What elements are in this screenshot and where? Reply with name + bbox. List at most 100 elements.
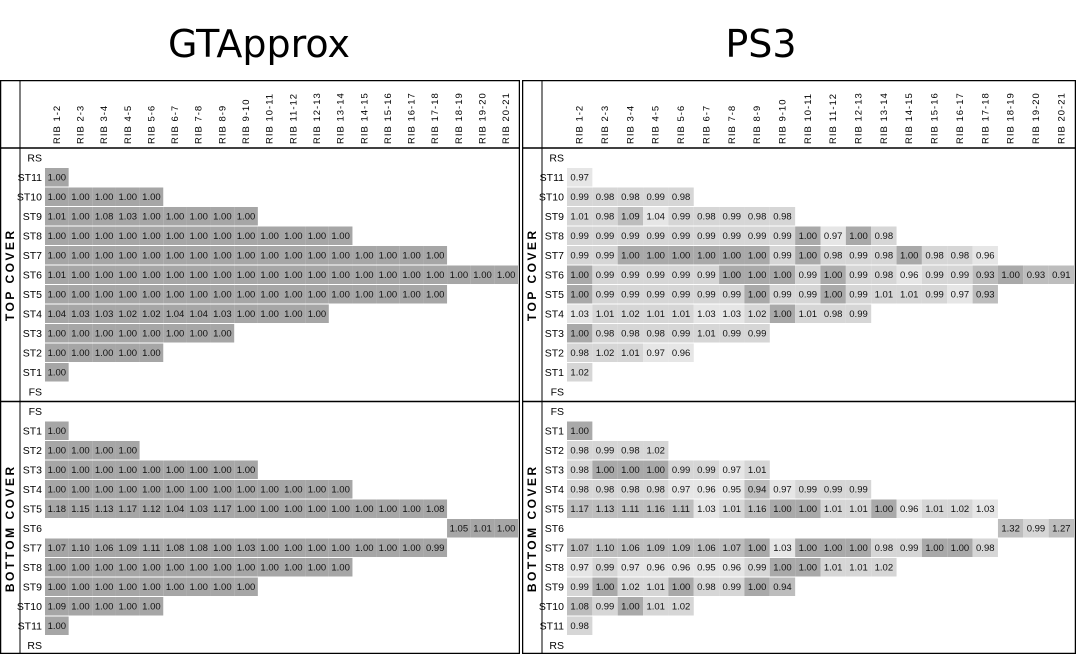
cell-value: 0.99 <box>723 582 742 593</box>
cell-value: 1.00 <box>95 465 114 476</box>
heat-cell <box>769 285 796 304</box>
row-label: ST3 <box>23 464 42 476</box>
cell-value: 1.00 <box>402 504 421 515</box>
heat-cell <box>257 246 282 265</box>
cell-value: 0.99 <box>596 231 615 242</box>
cell-value: 1.01 <box>672 309 691 320</box>
cell-value: 1.00 <box>71 582 90 593</box>
cell-value: 0.93 <box>976 290 995 301</box>
heat-cell <box>234 460 258 479</box>
cell-value: 1.00 <box>95 251 114 262</box>
heat-cell <box>305 246 329 265</box>
cell-value: 1.00 <box>166 563 185 574</box>
heat-cell <box>45 441 69 460</box>
cell-value: 1.00 <box>213 485 232 496</box>
cell-value: 0.95 <box>697 563 716 574</box>
heat-cell <box>352 538 377 557</box>
cell-value: 1.00 <box>799 563 818 574</box>
column-label: RIB 13-14 <box>879 92 890 144</box>
row-label: ST7 <box>23 542 42 554</box>
heat-cell <box>769 207 796 226</box>
cell-value: 1.09 <box>672 543 691 554</box>
cell-value: 1.03 <box>697 504 716 515</box>
heat-cell <box>795 265 821 284</box>
heat-cell <box>643 187 669 206</box>
heat-cell <box>163 558 187 577</box>
heat-cell <box>115 207 140 226</box>
cell-value: 1.00 <box>379 543 398 554</box>
heat-cell <box>305 558 329 577</box>
cell-value: 0.99 <box>723 290 742 301</box>
cell-value: 0.99 <box>748 563 767 574</box>
cell-value: 1.00 <box>355 504 374 515</box>
heat-cell <box>871 246 897 265</box>
heat-cell <box>234 480 258 499</box>
heat-cell <box>376 538 400 557</box>
cell-value: 1.00 <box>48 290 67 301</box>
cell-value: 0.99 <box>621 270 640 281</box>
heat-cell <box>423 265 448 284</box>
cell-value: 1.01 <box>849 563 868 574</box>
cell-value: 0.99 <box>723 329 742 340</box>
cell-value: 0.98 <box>976 543 995 554</box>
heat-cell <box>719 577 745 596</box>
cell-value: 1.00 <box>900 251 919 262</box>
cell-value: 0.98 <box>646 329 665 340</box>
heat-cell <box>163 324 187 343</box>
cell-value: 0.99 <box>570 231 589 242</box>
cell-value: 1.00 <box>166 270 185 281</box>
heat-cell <box>972 538 998 557</box>
heat-cell <box>921 246 948 265</box>
cell-value: 1.00 <box>773 270 792 281</box>
column-label: RIB 1-2 <box>52 105 63 144</box>
heat-cell <box>719 285 745 304</box>
heat-cell <box>68 187 93 206</box>
heat-cell <box>643 597 669 616</box>
ps3-heatmap-svg: RIB 1-2 RIB 2-3 RIB 3-4 RIB 4-5 RIB 5-6 RIB 6… <box>522 80 1076 654</box>
cell-value: 1.00 <box>849 543 868 554</box>
column-label: RIB 4-5 <box>123 105 134 144</box>
heat-cell <box>592 226 618 245</box>
heat-cell <box>693 324 720 343</box>
heat-cell <box>719 538 745 557</box>
heat-cell <box>845 538 872 557</box>
heat-cell <box>68 304 93 323</box>
cell-value: 0.97 <box>570 563 589 574</box>
heat-cell <box>186 499 211 518</box>
cell-value: 1.00 <box>119 465 138 476</box>
cell-value: 1.11 <box>143 543 161 554</box>
row-label: ST3 <box>545 464 564 476</box>
heat-cell <box>139 207 164 226</box>
cell-value: 0.97 <box>570 173 589 184</box>
heat-cell <box>567 363 593 382</box>
heat-cell <box>305 538 329 557</box>
heat-cell <box>845 246 872 265</box>
cell-value: 1.00 <box>824 290 843 301</box>
column-label: RIB 11-12 <box>828 93 839 144</box>
heat-cell <box>139 187 164 206</box>
heat-cell <box>693 226 720 245</box>
cell-value: 0.99 <box>723 212 742 223</box>
heat-cell <box>592 246 618 265</box>
cell-value: 1.00 <box>119 563 138 574</box>
row-label: ST2 <box>23 347 42 359</box>
cell-value: 1.00 <box>799 504 818 515</box>
cell-value: 0.99 <box>1027 524 1046 535</box>
heat-cell <box>163 304 187 323</box>
heat-cell <box>567 168 593 187</box>
column-label: RIB 19-20 <box>478 92 489 144</box>
gtapprox-heatmap: RIB 1-2 RIB 2-3 RIB 3-4 RIB 4-5 RIB 5-6 RIB 6… <box>0 80 520 654</box>
heat-cell <box>234 265 258 284</box>
heat-cell <box>210 480 235 499</box>
cell-value: 1.01 <box>697 329 716 340</box>
cell-value: 1.03 <box>237 543 256 554</box>
cell-value: 1.00 <box>331 485 350 496</box>
cell-value: 1.00 <box>119 329 138 340</box>
cell-value: 1.00 <box>119 348 138 359</box>
row-label: ST10 <box>539 601 564 613</box>
cell-value: 1.03 <box>189 504 208 515</box>
cell-value: 1.00 <box>426 270 445 281</box>
cell-value: 0.99 <box>646 270 665 281</box>
heat-cell <box>567 226 593 245</box>
heat-cell <box>871 226 897 245</box>
